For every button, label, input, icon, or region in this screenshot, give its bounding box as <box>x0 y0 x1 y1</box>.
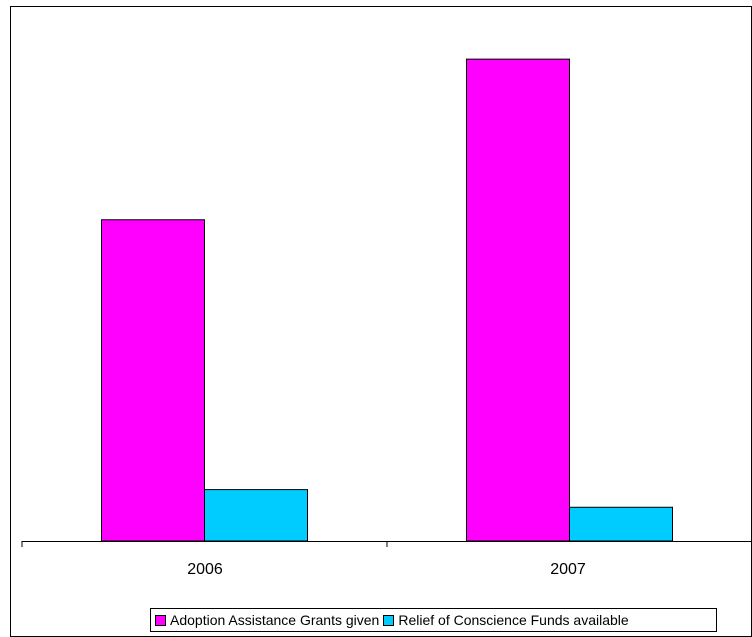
legend: Adoption Assistance Grants given Relief … <box>150 608 717 632</box>
bar-2006-series-0 <box>101 219 205 542</box>
x-tick-label-2006: 2006 <box>187 561 223 578</box>
bars-group <box>101 58 673 542</box>
bar-2007-series-0 <box>466 58 570 542</box>
legend-item-adoption: Adoption Assistance Grants given <box>155 612 379 628</box>
bar-2007-series-1 <box>569 506 673 542</box>
legend-swatch-relief <box>383 614 395 626</box>
x-ticks-group <box>21 541 752 547</box>
x-tick-label-2007: 2007 <box>550 561 586 578</box>
legend-label-relief: Relief of Conscience Funds available <box>398 612 629 628</box>
legend-label-adoption: Adoption Assistance Grants given <box>170 612 380 628</box>
legend-item-relief: Relief of Conscience Funds available <box>383 612 629 628</box>
bar-2006-series-1 <box>204 489 308 542</box>
legend-swatch-adoption <box>155 614 166 626</box>
